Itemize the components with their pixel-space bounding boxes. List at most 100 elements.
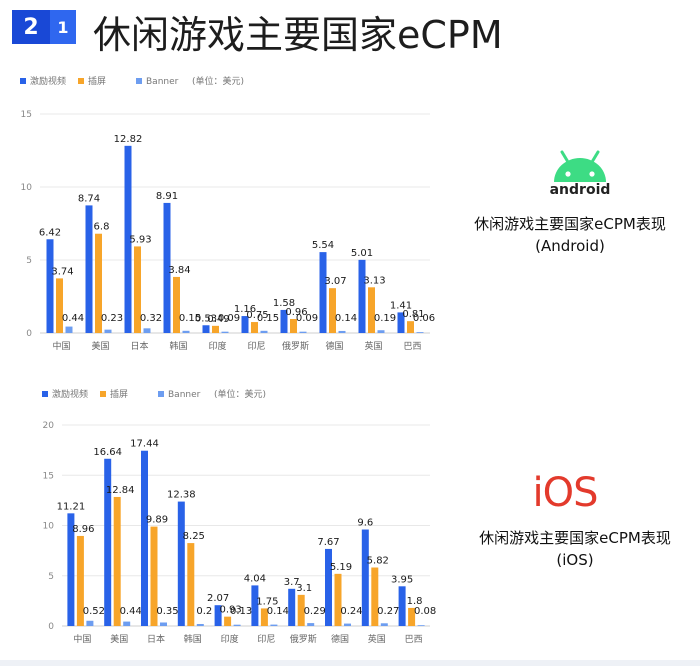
data-label: 9.89 xyxy=(146,515,168,526)
data-label: 8.25 xyxy=(183,531,205,542)
data-label: 3.84 xyxy=(168,265,190,276)
bar-0 xyxy=(214,605,222,626)
ios-logo: iOS xyxy=(532,470,599,516)
data-label: 0.81 xyxy=(402,309,424,320)
bar-2 xyxy=(260,330,268,333)
bar-2 xyxy=(221,331,229,333)
x-tick-label: 中国 xyxy=(73,633,91,645)
data-label: 0.93 xyxy=(219,605,241,616)
bar-0 xyxy=(288,588,296,626)
data-label: 0.49 xyxy=(207,314,229,325)
bar-2 xyxy=(270,624,278,626)
bar-2 xyxy=(65,326,73,333)
bar-0 xyxy=(251,585,259,626)
page-title: 休闲游戏主要国家eCPM xyxy=(93,13,503,57)
data-label: 0.32 xyxy=(140,313,162,324)
legend-label-2: Banner xyxy=(168,390,201,400)
data-label: 0.29 xyxy=(304,606,326,617)
bar-2 xyxy=(299,331,307,333)
bar-0 xyxy=(202,325,210,333)
x-tick-label: 韩国 xyxy=(184,633,202,645)
bar-0 xyxy=(85,205,93,333)
bar-0 xyxy=(104,458,112,626)
y-tick-label: 20 xyxy=(43,421,55,431)
bar-0 xyxy=(280,309,288,333)
bar-1 xyxy=(224,616,232,626)
data-label: 0.15 xyxy=(257,313,279,324)
section-number-badge: 2 xyxy=(12,10,50,44)
bar-2 xyxy=(104,329,112,333)
bar-1 xyxy=(187,543,195,626)
bar-0 xyxy=(177,501,185,626)
data-label: 3.1 xyxy=(296,583,312,594)
x-tick-label: 美国 xyxy=(91,340,109,352)
bar-1 xyxy=(134,246,141,333)
y-tick-label: 10 xyxy=(21,183,33,193)
x-tick-label: 中国 xyxy=(52,340,70,352)
y-tick-label: 5 xyxy=(48,572,54,582)
subsection-number-badge: 1 xyxy=(50,10,76,44)
bar-0 xyxy=(141,450,148,626)
legend-swatch-2 xyxy=(136,78,142,84)
bar-0 xyxy=(361,529,369,626)
android-label: 休闲游戏主要国家eCPM表现 (Android) xyxy=(455,213,685,257)
data-label: 0.2 xyxy=(196,606,212,617)
data-label: 2.07 xyxy=(207,593,229,604)
bar-1 xyxy=(173,276,180,333)
x-tick-label: 德国 xyxy=(331,633,349,645)
bar-1 xyxy=(368,287,375,333)
android-label-line1: 休闲游戏主要国家eCPM表现 xyxy=(474,215,666,233)
data-label: 3.13 xyxy=(363,275,385,286)
bar-0 xyxy=(241,316,249,333)
legend-swatch-2 xyxy=(158,391,164,397)
bar-1 xyxy=(76,535,84,626)
legend-label-0: 激励视频 xyxy=(52,388,88,400)
bar-1 xyxy=(290,318,297,333)
bar-1 xyxy=(260,608,268,626)
y-tick-label: 10 xyxy=(43,522,55,532)
data-label: 8.91 xyxy=(156,191,178,202)
data-label: 5.54 xyxy=(312,240,334,251)
data-label: 0.08 xyxy=(414,606,436,617)
data-label: 0.27 xyxy=(377,606,399,617)
data-label: 1.41 xyxy=(390,300,412,311)
data-label: 7.67 xyxy=(317,537,339,548)
data-label: 3.74 xyxy=(51,266,73,277)
legend-swatch-1 xyxy=(78,78,84,84)
data-label: 11.21 xyxy=(57,501,86,512)
data-label: 0.15 xyxy=(179,313,201,324)
data-label: 0.09 xyxy=(218,313,240,324)
data-label: 0.14 xyxy=(335,313,357,324)
data-label: 0.52 xyxy=(83,606,105,617)
unit-note: (单位：美元) xyxy=(192,75,244,87)
data-label: 0.75 xyxy=(246,310,268,321)
data-label: 3.95 xyxy=(391,574,413,585)
bar-1 xyxy=(371,567,379,626)
legend-swatch-0 xyxy=(42,391,48,397)
bar-2 xyxy=(196,623,204,626)
bar-1 xyxy=(329,288,336,333)
data-label: 5.19 xyxy=(330,562,352,573)
data-label: 12.84 xyxy=(106,485,135,496)
legend-label-1: 插屏 xyxy=(110,388,128,400)
x-tick-label: 美国 xyxy=(110,633,128,645)
data-label: 1.8 xyxy=(407,596,423,607)
bar-1 xyxy=(56,278,63,333)
legend-label-0: 激励视频 xyxy=(30,75,66,87)
bar-1 xyxy=(95,233,102,333)
bar-2 xyxy=(123,621,131,626)
bar-0 xyxy=(397,312,405,333)
data-label: 3.07 xyxy=(324,276,346,287)
data-label: 12.82 xyxy=(114,134,143,145)
data-label: 1.16 xyxy=(234,304,256,315)
data-label: 0.24 xyxy=(340,606,362,617)
x-tick-label: 日本 xyxy=(130,340,148,352)
y-tick-label: 5 xyxy=(26,256,32,266)
x-tick-label: 德国 xyxy=(325,340,343,352)
data-label: 1.75 xyxy=(256,596,278,607)
bar-1 xyxy=(297,594,305,626)
data-label: 6.42 xyxy=(39,227,61,238)
data-label: 6.8 xyxy=(94,222,110,233)
bar-2 xyxy=(416,332,424,333)
